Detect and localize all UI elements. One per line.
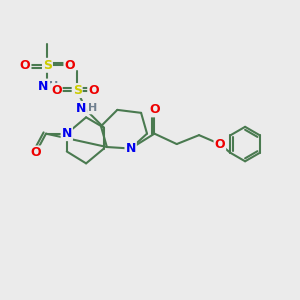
Text: H: H: [88, 103, 97, 113]
Text: N: N: [61, 127, 72, 140]
Text: H: H: [50, 81, 58, 91]
Text: N: N: [76, 102, 86, 115]
Text: O: O: [20, 59, 31, 72]
Text: O: O: [214, 138, 225, 151]
Text: N: N: [38, 80, 48, 93]
Text: O: O: [88, 84, 99, 97]
Text: O: O: [149, 103, 160, 116]
Text: N: N: [125, 142, 136, 155]
Text: O: O: [51, 84, 62, 97]
Text: O: O: [64, 59, 75, 72]
Text: S: S: [43, 59, 52, 72]
Text: S: S: [73, 84, 82, 97]
Text: O: O: [30, 146, 41, 160]
